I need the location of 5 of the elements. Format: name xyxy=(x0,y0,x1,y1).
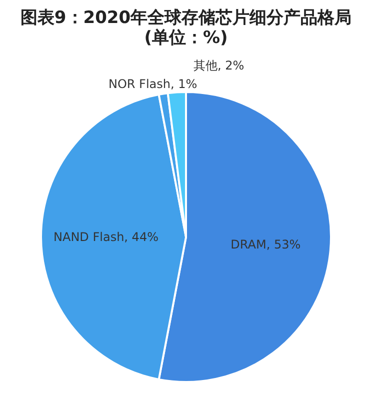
chart-title: 图表9：2020年全球存储芯片细分产品格局(单位：%) xyxy=(19,8,353,50)
slice-label: DRAM, 53% xyxy=(230,238,301,252)
slice-label: NOR Flash, 1% xyxy=(108,77,198,92)
slice-label: NAND Flash, 44% xyxy=(54,230,158,244)
slice-label: 其他, 2% xyxy=(193,58,244,72)
